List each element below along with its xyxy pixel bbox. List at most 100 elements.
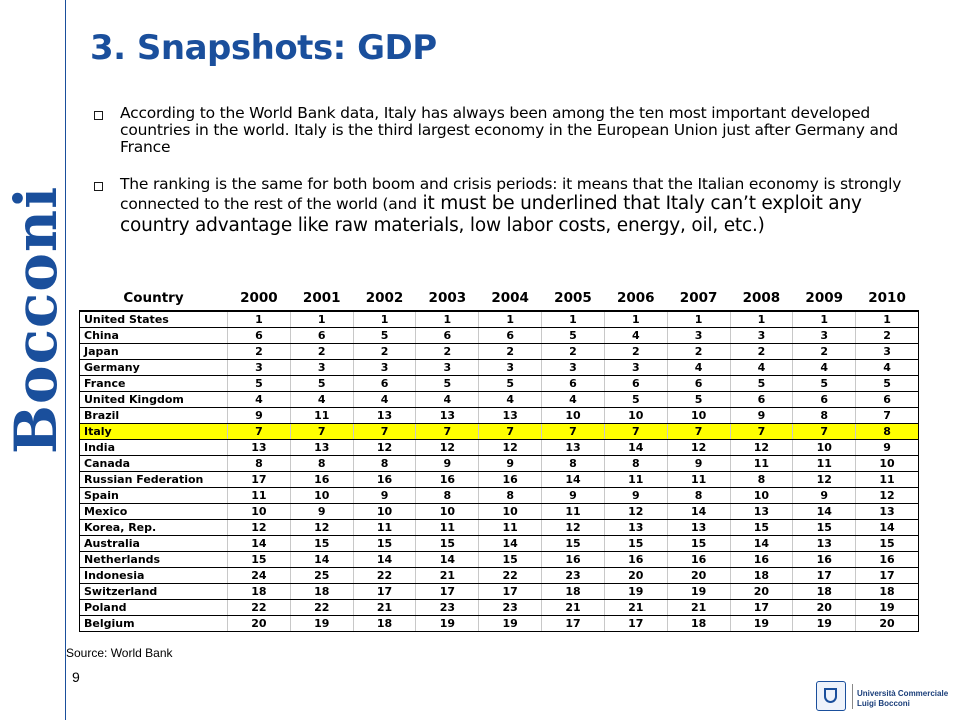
rank-cell: 1	[415, 311, 479, 329]
rank-cell: 20	[792, 599, 856, 616]
country-cell: Italy	[79, 423, 228, 440]
rank-cell: 10	[541, 407, 605, 424]
rank-cell: 19	[729, 615, 793, 633]
rank-cell: 10	[352, 503, 416, 520]
left-divider-line	[65, 0, 66, 720]
rank-cell: 2	[666, 343, 730, 360]
rank-cell: 12	[415, 439, 479, 456]
rank-cell: 1	[792, 311, 856, 329]
rank-cell: 1	[729, 311, 793, 329]
rank-cell: 9	[729, 407, 793, 424]
rank-cell: 1	[352, 311, 416, 329]
brand-vertical-text: Bocconi	[2, 185, 70, 455]
rank-cell: 7	[227, 423, 291, 440]
rank-cell: 18	[227, 583, 291, 600]
rank-cell: 19	[666, 583, 730, 600]
rank-cell: 17	[352, 583, 416, 600]
country-cell: Germany	[79, 359, 228, 376]
logo-line-1: Università Commerciale	[857, 689, 949, 698]
university-logo: Università Commerciale Luigi Bocconi	[816, 681, 956, 713]
table-row: Japan 2 2 2 2 2 2 2 2 2 2 3	[79, 343, 919, 360]
country-cell: Russian Federation	[79, 471, 228, 488]
rank-cell: 15	[666, 535, 730, 552]
rank-cell: 14	[541, 471, 605, 488]
table-row: Canada 8 8 8 9 9 8 8 9 11 11 10	[79, 455, 919, 472]
column-header-year: 2006	[604, 286, 668, 312]
slide-title: 3. Snapshots: GDP	[90, 28, 437, 68]
rank-cell: 17	[478, 583, 542, 600]
rank-cell: 10	[666, 407, 730, 424]
rank-cell: 14	[289, 551, 354, 568]
rank-cell: 10	[792, 439, 856, 456]
rank-cell: 20	[603, 567, 668, 584]
column-header-year: 2001	[290, 286, 354, 312]
rank-cell: 15	[855, 535, 919, 552]
rank-cell: 6	[478, 327, 542, 345]
rank-cell: 15	[729, 519, 793, 536]
rank-cell: 9	[541, 487, 605, 504]
rank-cell: 6	[415, 327, 479, 345]
rank-cell: 23	[541, 567, 605, 584]
rank-cell: 2	[227, 343, 291, 360]
rank-cell: 12	[666, 439, 730, 456]
rank-cell: 3	[415, 359, 479, 376]
country-cell: Netherlands	[79, 551, 228, 568]
rank-cell: 8	[289, 455, 354, 472]
rank-cell: 5	[478, 375, 542, 392]
rank-cell: 1	[227, 311, 291, 329]
source-note: Source: World Bank	[66, 646, 173, 660]
rank-cell: 14	[729, 535, 793, 552]
column-header-year: 2002	[353, 286, 416, 312]
country-cell: China	[79, 327, 228, 345]
rank-cell: 13	[792, 535, 856, 552]
rank-cell: 1	[541, 311, 605, 329]
rank-cell: 17	[603, 615, 668, 633]
rank-cell: 19	[603, 583, 668, 600]
university-seal-icon	[816, 681, 846, 711]
rank-cell: 2	[729, 343, 793, 360]
column-header-year: 2008	[730, 286, 793, 312]
table-row: Indonesia 24 25 22 21 22 23 20 20 18 17 17	[79, 567, 919, 584]
rank-cell: 7	[289, 423, 354, 440]
rank-cell: 3	[289, 359, 354, 376]
table-row: Belgium 20 19 18 19 19 17 17 18 19 19 20	[79, 615, 919, 633]
table-row: Italy 7 7 7 7 7 7 7 7 7 7 8	[79, 423, 919, 440]
rank-cell: 11	[792, 455, 856, 472]
rank-cell: 2	[415, 343, 479, 360]
rank-cell: 14	[478, 535, 542, 552]
rank-cell: 3	[603, 359, 668, 376]
bullet-text: According to the World Bank data, Italy …	[120, 104, 899, 156]
rank-cell: 6	[792, 391, 856, 408]
rank-cell: 3	[227, 359, 291, 376]
bullet-text-large: it must be underlined that Italy can’t e…	[120, 193, 862, 236]
rank-cell: 8	[603, 455, 668, 472]
rank-cell: 6	[729, 391, 793, 408]
rank-cell: 21	[666, 599, 730, 616]
rank-cell: 20	[855, 615, 919, 633]
rank-cell: 18	[289, 583, 354, 600]
column-header-year: 2009	[792, 286, 856, 312]
rank-cell: 11	[603, 471, 668, 488]
rank-cell: 16	[792, 551, 856, 568]
country-cell: Spain	[79, 487, 228, 504]
rank-cell: 13	[541, 439, 605, 456]
rank-cell: 7	[541, 423, 605, 440]
rank-cell: 4	[541, 391, 605, 408]
rank-cell: 15	[478, 551, 542, 568]
rank-cell: 11	[227, 487, 291, 504]
rank-cell: 3	[729, 327, 793, 345]
rank-cell: 4	[792, 359, 856, 376]
logo-divider	[852, 684, 853, 709]
rank-cell: 14	[227, 535, 291, 552]
table-row: France 5 5 6 5 5 6 6 6 5 5 5	[79, 375, 919, 392]
column-header-year: 2005	[541, 286, 605, 312]
rank-cell: 16	[603, 551, 668, 568]
rank-cell: 2	[289, 343, 354, 360]
rank-cell: 9	[792, 487, 856, 504]
rank-cell: 16	[541, 551, 605, 568]
table-row: Brazil 9 11 13 13 13 10 10 10 9 8 7	[79, 407, 919, 424]
column-header-year: 2000	[227, 286, 291, 312]
rank-cell: 17	[415, 583, 479, 600]
rank-cell: 18	[792, 583, 856, 600]
rank-cell: 14	[415, 551, 479, 568]
